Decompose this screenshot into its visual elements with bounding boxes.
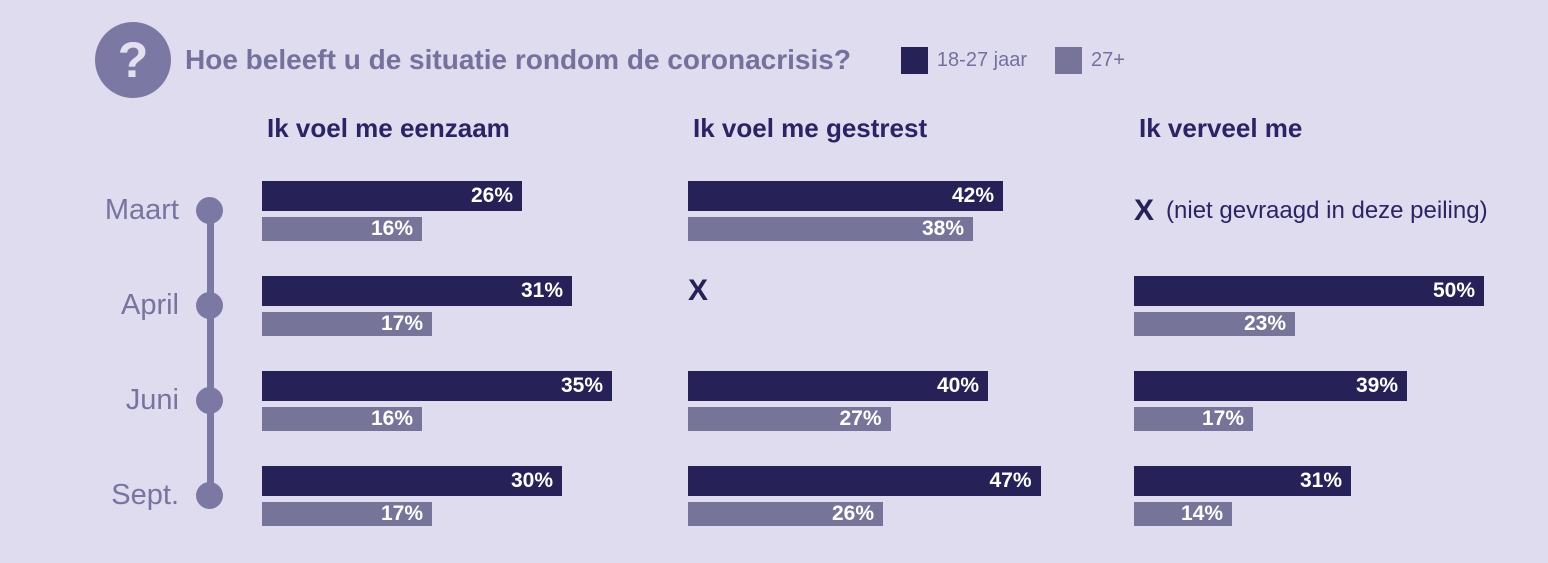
bars-verveel-sept: 31% 14%: [1134, 448, 1548, 543]
bars-eenzaam-juni: 35% 16%: [262, 353, 688, 448]
bars-eenzaam-sept: 30% 17%: [262, 448, 688, 543]
legend: 18-27 jaar 27+: [873, 46, 1125, 74]
bars-gestrest-maart: 42% 38%: [688, 163, 1134, 258]
bars-eenzaam-maart: 26% 16%: [262, 163, 688, 258]
missing-note: (niet gevraagd in deze peiling): [1166, 196, 1488, 224]
legend-item-older: 27+: [1054, 46, 1125, 74]
timeline-dot: [196, 387, 223, 414]
bar-older: 14%: [1134, 501, 1232, 526]
row-juni: Juni 35% 16% 40% 27% 39% 17%: [0, 353, 1548, 448]
question-mark-icon: ?: [95, 22, 171, 98]
row-maart: Maart 26% 16% 42% 38% X (niet gevraagd i…: [0, 163, 1548, 258]
bar-older: 17%: [1134, 406, 1253, 431]
bar-older: 23%: [1134, 311, 1295, 336]
bar-older: 26%: [688, 501, 883, 526]
chart-rows: Maart 26% 16% 42% 38% X (niet gevraagd i…: [0, 163, 1548, 543]
legend-item-young: 18-27 jaar: [900, 46, 1027, 74]
month-label: Maart: [104, 194, 179, 226]
bars-gestrest-juni: 40% 27%: [688, 353, 1134, 448]
bar-older: 38%: [688, 216, 973, 241]
column-headers: Ik voel me eenzaam Ik voel me gestrest I…: [0, 113, 1548, 144]
legend-label-older: 27+: [1090, 48, 1125, 71]
row-label-cell: Juni: [0, 353, 262, 448]
timeline-dot: [196, 197, 223, 224]
bar-young: 35%: [262, 370, 612, 401]
missing-x-mark: X: [1134, 193, 1155, 227]
column-header-gestrest: Ik voel me gestrest: [693, 113, 928, 143]
legend-swatch-older: [1054, 46, 1082, 74]
timeline-line: [207, 210, 214, 496]
bar-older: 17%: [262, 311, 432, 336]
row-label-cell: Sept.: [0, 448, 262, 543]
bar-young: 30%: [262, 465, 562, 496]
legend-swatch-young: [900, 46, 928, 74]
timeline-dot: [196, 292, 223, 319]
bar-young: 40%: [688, 370, 988, 401]
row-label-cell: April: [0, 258, 262, 353]
missing-spacer: [688, 312, 1134, 336]
bar-young: 42%: [688, 180, 1003, 211]
bar-young: 47%: [688, 465, 1041, 496]
column-header-eenzaam: Ik voel me eenzaam: [267, 113, 510, 143]
legend-label-young: 18-27 jaar: [936, 48, 1027, 71]
bar-young: 39%: [1134, 370, 1407, 401]
bar-young: 50%: [1134, 275, 1484, 306]
row-sept: Sept. 30% 17% 47% 26% 31% 14%: [0, 448, 1548, 543]
header: ? Hoe beleeft u de situatie rondom de co…: [95, 22, 1125, 98]
bar-older: 17%: [262, 501, 432, 526]
column-header-verveel: Ik verveel me: [1139, 113, 1303, 143]
missing-verveel-maart: X (niet gevraagd in deze peiling): [1134, 163, 1548, 258]
bar-older: 16%: [262, 406, 422, 431]
timeline-dot: [196, 482, 223, 509]
bars-verveel-april: 50% 23%: [1134, 258, 1548, 353]
bar-young: 26%: [262, 180, 522, 211]
bar-young: 31%: [262, 275, 572, 306]
bar-older: 27%: [688, 406, 891, 431]
bars-verveel-juni: 39% 17%: [1134, 353, 1548, 448]
row-label-cell: Maart: [0, 163, 262, 258]
bar-young: 31%: [1134, 465, 1351, 496]
month-label: April: [120, 289, 179, 321]
month-label: Sept.: [111, 479, 179, 511]
bars-gestrest-sept: 47% 26%: [688, 448, 1134, 543]
missing-x-mark: X: [688, 273, 709, 307]
row-april: April 31% 17% X 50% 23%: [0, 258, 1548, 353]
missing-line: X (niet gevraagd in deze peiling): [1134, 193, 1548, 227]
bar-older: 16%: [262, 216, 422, 241]
bars-eenzaam-april: 31% 17%: [262, 258, 688, 353]
missing-gestrest-april: X: [688, 258, 1134, 353]
month-label: Juni: [125, 384, 179, 416]
page-title: Hoe beleeft u de situatie rondom de coro…: [185, 44, 851, 75]
